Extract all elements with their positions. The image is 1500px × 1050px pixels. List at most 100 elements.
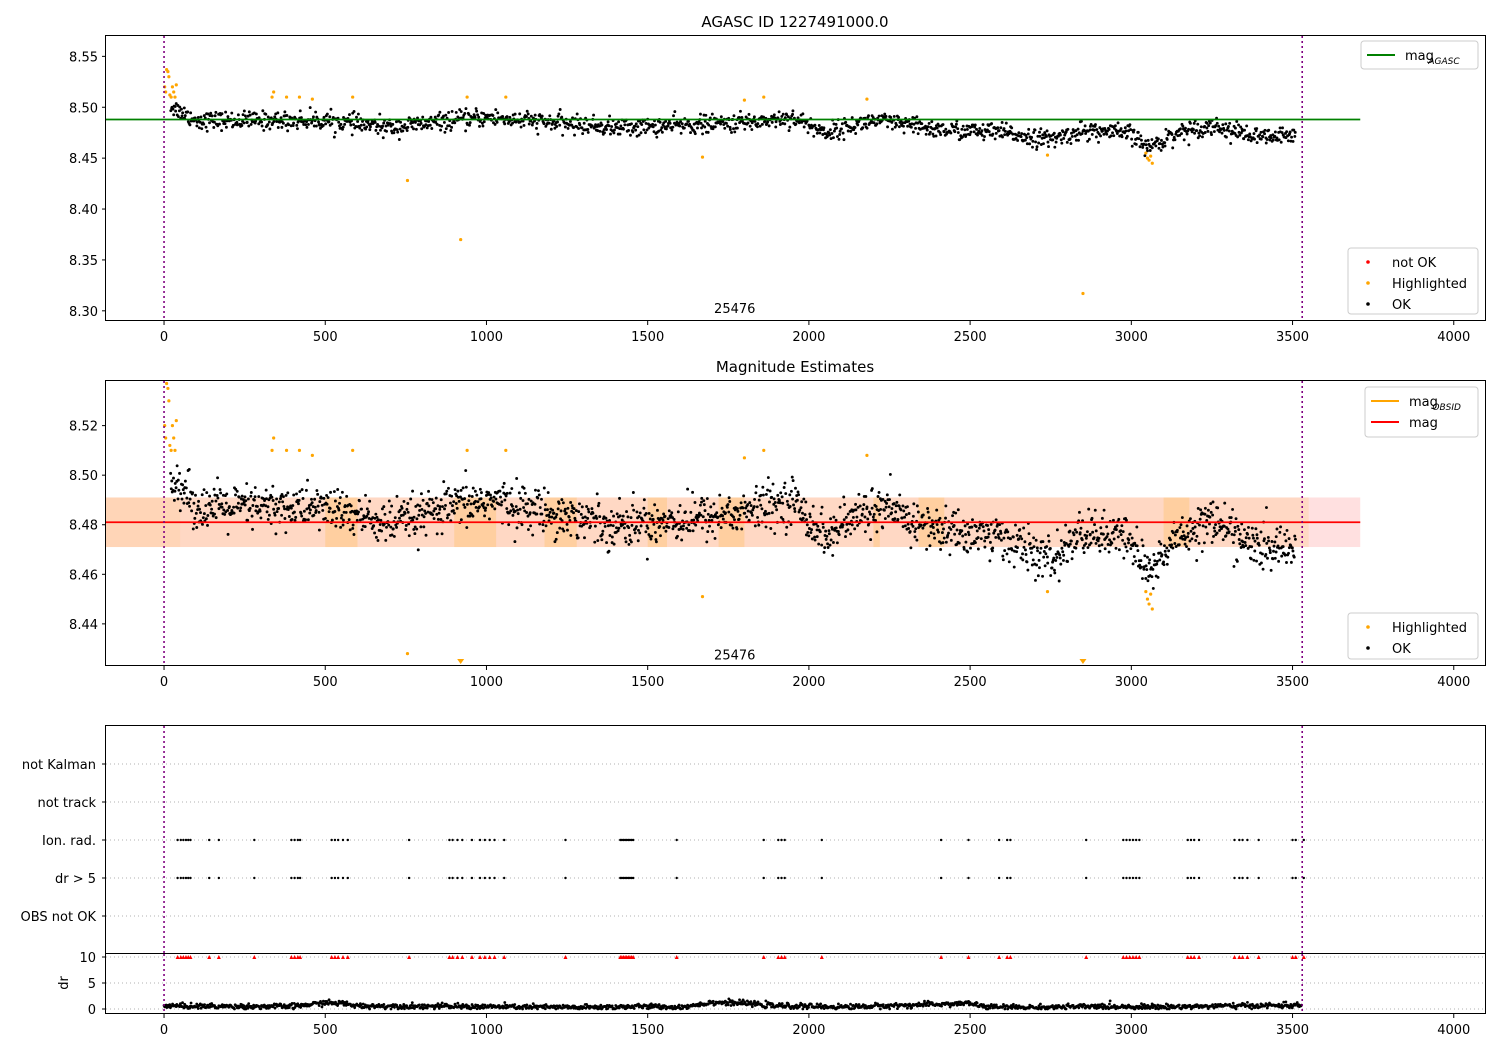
panel-magnitude-ok-point — [1020, 537, 1024, 541]
panel-magnitude-ok-point — [227, 505, 231, 509]
panel-magnitude-ok-point — [199, 511, 202, 515]
panel-agasc-ytick-label: 8.30 — [69, 305, 98, 320]
panel-flags-flag-point — [293, 876, 296, 880]
panel-magnitude-ok-point — [1096, 539, 1100, 543]
panel-magnitude-ok-point — [964, 540, 968, 544]
panel-agasc-ok-point — [496, 111, 500, 115]
panel-magnitude-ok-point — [1185, 524, 1189, 528]
panel-flags-flag-point — [253, 838, 256, 842]
panel-magnitude-ok-point — [707, 518, 711, 522]
panel-agasc-ok-point — [1070, 134, 1074, 138]
panel-magnitude-ok-point — [715, 511, 719, 515]
panel-agasc-annotation: 25476 — [714, 302, 755, 317]
panel-magnitude-ok-point — [1123, 542, 1127, 546]
panel-magnitude-ok-point — [860, 512, 864, 516]
panel-agasc-highlighted-point — [459, 237, 463, 242]
panel-magnitude-ok-point — [596, 504, 600, 508]
panel-magnitude-ok-point — [1259, 561, 1263, 565]
panel-magnitude-xtick-label: 4000 — [1437, 675, 1470, 690]
panel-magnitude-ok-point — [179, 492, 183, 496]
panel-magnitude-ok-point — [513, 540, 517, 544]
panel-agasc-ok-point — [1279, 140, 1283, 144]
panel-agasc-ok-point — [224, 110, 228, 114]
panel-agasc-ok-point — [623, 123, 627, 127]
panel-magnitude-ok-point — [321, 508, 325, 512]
panel-magnitude-ok-point — [786, 503, 790, 507]
panel-magnitude-ok-point — [727, 496, 731, 500]
panel-agasc-ok-point — [735, 126, 739, 130]
panel-magnitude-ok-point — [870, 506, 874, 510]
panel-agasc-ok-point — [195, 124, 199, 128]
panel-magnitude-ok-point — [1287, 537, 1291, 541]
panel-magnitude-ok-point — [465, 502, 469, 506]
panel-agasc-ok-point — [337, 120, 341, 124]
panel-magnitude-ok-point — [462, 503, 466, 507]
panel-dr-point — [368, 1007, 372, 1011]
panel-flags-flag-point — [1189, 876, 1193, 880]
panel-dr-point — [456, 1001, 460, 1005]
panel-agasc-ok-point — [1142, 142, 1146, 146]
panel-magnitude-ok-point — [1250, 545, 1254, 549]
panel-agasc-ok-point — [655, 135, 659, 139]
panel-dr-point — [921, 1004, 925, 1008]
panel-magnitude-ok-point — [702, 499, 706, 503]
panel-agasc-ok-point — [1170, 133, 1174, 136]
panel-agasc-xtick-label: 2500 — [954, 330, 987, 345]
panel-agasc-ok-point — [1112, 134, 1116, 138]
panel-magnitude-ok-point — [691, 529, 695, 533]
panel-magnitude-ok-point — [464, 485, 468, 489]
panel-agasc-ok-point — [311, 115, 315, 119]
panel-magnitude-ok-point — [328, 506, 332, 510]
panel-magnitude-ok-point — [566, 506, 570, 510]
panel-magnitude-ok-point — [1287, 551, 1290, 555]
panel-magnitude-ok-point — [927, 516, 931, 520]
panel-magnitude-ok-point — [1242, 528, 1246, 532]
panel-magnitude-ok-point — [1211, 513, 1215, 517]
panel-magnitude-ok-point — [664, 529, 668, 533]
panel-agasc-ok-point — [575, 112, 579, 116]
panel-agasc-ok-point — [916, 132, 920, 136]
panel-magnitude-ok-point — [220, 505, 224, 509]
panel-magnitude-ok-point — [232, 505, 236, 509]
panel-magnitude-ok-point — [693, 501, 697, 504]
panel-magnitude-ok-point — [659, 534, 662, 538]
panel-magnitude-ok-point — [1186, 535, 1190, 539]
panel-magnitude-ok-point — [979, 537, 983, 541]
panel-agasc-ok-point — [766, 120, 770, 124]
panel-agasc-ok-point — [356, 112, 360, 116]
panel-agasc-ok-point — [530, 123, 534, 127]
panel-magnitude-ok-point — [1117, 548, 1121, 552]
panel-flags-flag-point — [1257, 838, 1260, 842]
panel-agasc-ok-point — [398, 127, 402, 131]
panel-agasc-ok-point — [1116, 121, 1120, 125]
panel-magnitude-ok-point — [700, 496, 704, 500]
panel-agasc-ok-point — [1277, 138, 1281, 142]
panel-magnitude-ok-point — [837, 533, 841, 537]
panel-agasc-ok-point — [536, 132, 540, 136]
panel-agasc-ok-point — [1197, 131, 1201, 135]
panel-agasc-ok-point — [1130, 144, 1134, 148]
panel-agasc-ok-point — [491, 114, 495, 117]
panel-magnitude-ok-point — [737, 517, 741, 521]
panel-magnitude-ok-point — [913, 535, 917, 539]
panel-magnitude-ok-point — [743, 500, 747, 504]
panel-magnitude-ok-point — [586, 507, 590, 511]
panel-magnitude-ok-point — [554, 515, 558, 519]
panel-agasc-ok-point — [710, 112, 714, 116]
panel-agasc-ok-point — [909, 125, 913, 129]
panel-magnitude-ok-point — [1290, 546, 1294, 550]
panel-magnitude-ok-point — [387, 523, 391, 527]
panel-magnitude-ok-point — [805, 523, 809, 527]
panel-agasc-ok-point — [806, 131, 810, 135]
panel-magnitude-ok-point — [437, 511, 441, 515]
panel-agasc-ok-point — [349, 123, 353, 127]
panel-magnitude-ok-point — [1066, 560, 1070, 563]
panel-agasc-ok-point — [1236, 135, 1240, 139]
panel-agasc-ok-point — [892, 114, 896, 118]
panel-agasc-ok-point — [433, 115, 437, 119]
panel-magnitude-ok-point — [947, 531, 950, 535]
panel-magnitude-ok-point — [1168, 538, 1172, 542]
panel-agasc-ok-point — [1141, 145, 1145, 149]
panel-agasc-ok-point — [305, 120, 309, 124]
